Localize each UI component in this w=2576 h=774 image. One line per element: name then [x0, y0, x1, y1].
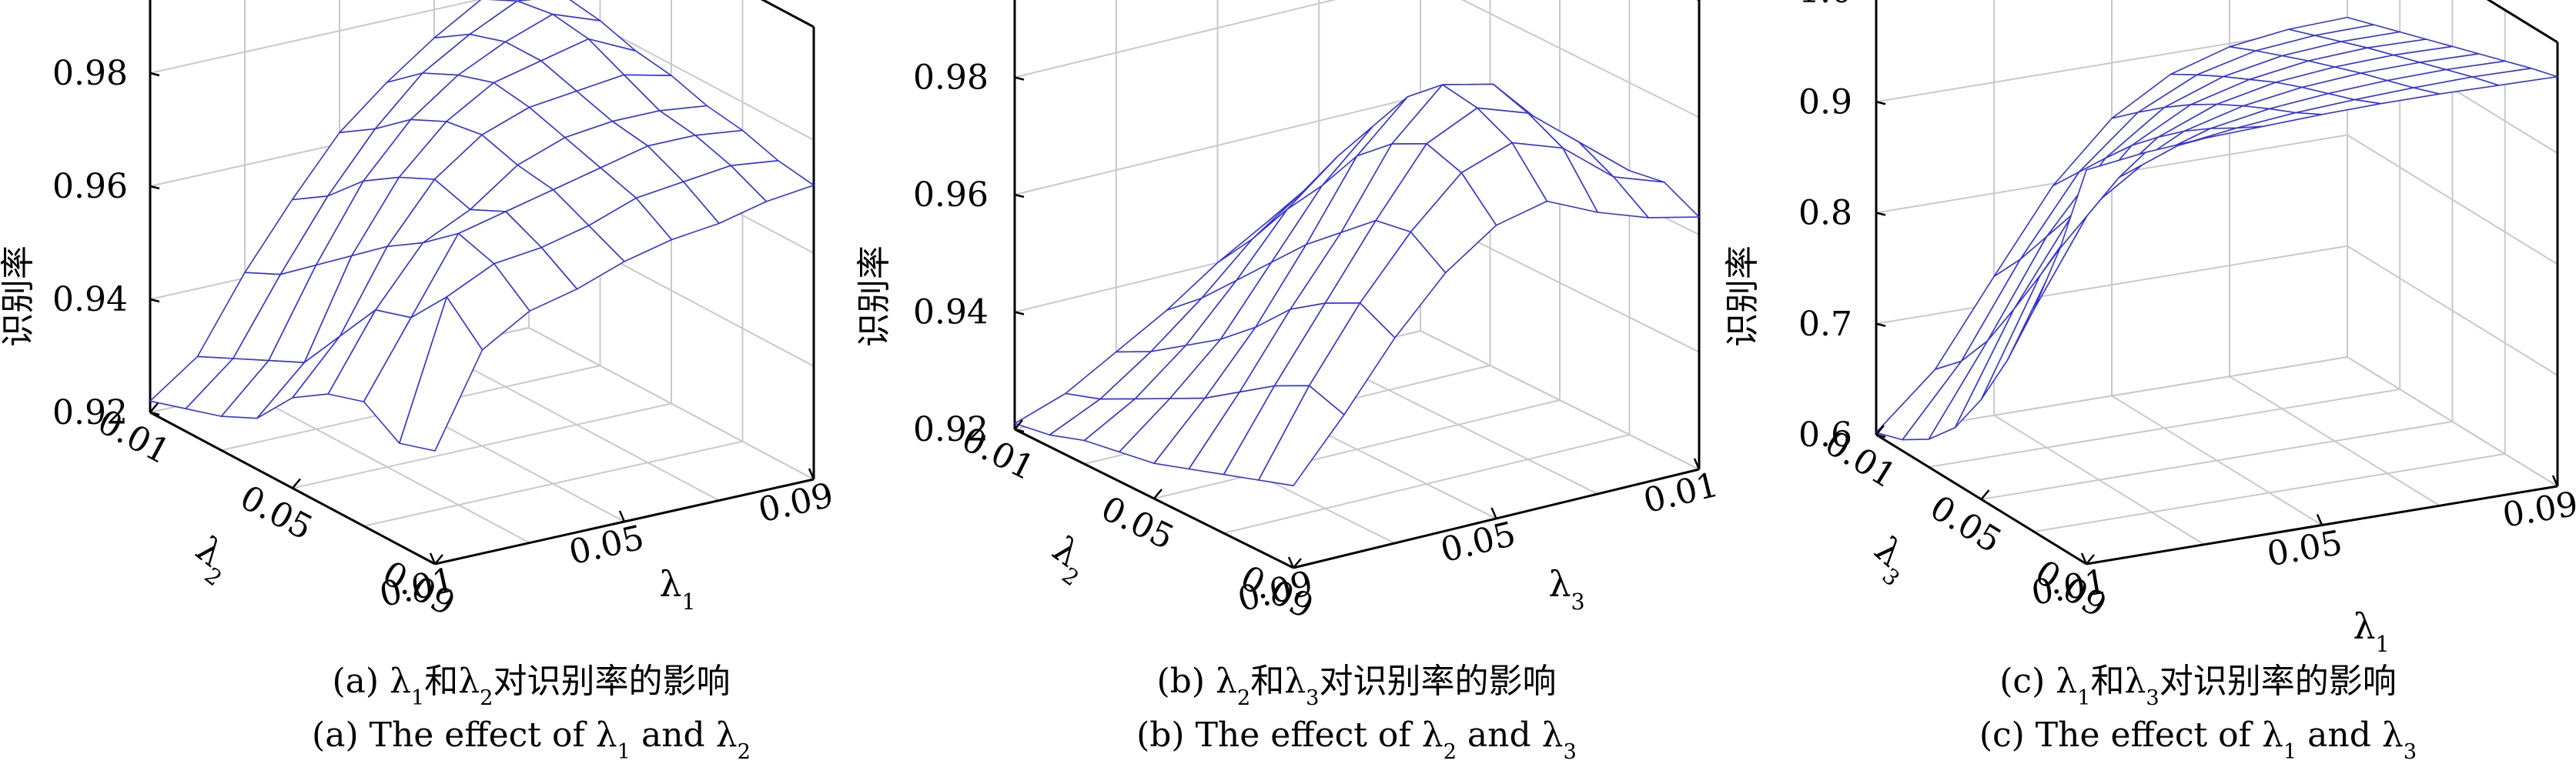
caption-english: (b) The effect of λ2 and λ3	[1136, 716, 1577, 764]
z-tick	[149, 411, 160, 416]
z-tick-label: 0.92	[52, 393, 128, 432]
y-axis-label: λ3	[1861, 529, 1922, 591]
surface-cell	[1258, 385, 1345, 487]
z-tick	[1014, 76, 1025, 81]
z-axis-label: 识别率	[0, 245, 38, 347]
x-tick-label: 0.05	[565, 518, 647, 572]
z-tick-label: 0.7	[1798, 305, 1852, 344]
z-tick	[1875, 212, 1886, 216]
x-tick	[808, 468, 815, 480]
floor-grid-line	[1153, 399, 1561, 499]
z-tick-label: 0.94	[913, 293, 989, 332]
x-tick	[2316, 514, 2323, 525]
z-tick-label: 0.94	[52, 280, 128, 319]
y-tick	[1014, 419, 1023, 430]
z-tick	[1014, 428, 1025, 433]
floor-grid-line	[1981, 421, 2453, 500]
z-tick-label: 0.6	[1798, 415, 1852, 455]
y-tick	[149, 402, 159, 413]
x-tick-label: 0.05	[2264, 523, 2345, 574]
y-tick-label: 0.05	[1095, 489, 1179, 557]
surface-mesh	[1014, 83, 1700, 487]
x-axis-label: λ1	[659, 563, 695, 615]
z-tick-label: 1.0	[1798, 0, 1852, 11]
z-tick-label: 0.98	[52, 54, 128, 93]
x-tick	[429, 552, 437, 565]
caption-chinese: (c) λ1和λ3对识别率的影响	[1999, 662, 2396, 710]
floor-grid-line	[292, 402, 672, 489]
caption-english: (c) The effect of λ1 and λ3	[1979, 716, 2417, 764]
y-tick	[1293, 558, 1302, 569]
z-tick	[1875, 322, 1886, 327]
y-tick	[2086, 554, 2095, 565]
z-axis-label: 识别率	[1723, 245, 1762, 347]
subplot-c: 0.60.70.80.91.0识别率0.010.050.090.010.050.…	[1723, 0, 2576, 764]
y-tick	[1980, 489, 1990, 500]
x-tick-label: 0.01	[1640, 465, 1722, 522]
y-tick-label: 0.05	[234, 478, 319, 548]
x-axis-label: λ3	[1548, 563, 1584, 615]
z-tick	[1014, 193, 1025, 199]
caption-chinese: (b) λ2和λ3对识别率的影响	[1157, 662, 1557, 710]
box-edge	[2486, 0, 2558, 44]
floor-grid-line	[433, 348, 720, 502]
y-axis-label: λ2	[1039, 528, 1099, 591]
z-tick-label: 0.96	[913, 175, 989, 215]
floor-grid-line	[2229, 375, 2441, 507]
caption-chinese: (a) λ1和λ2对识别率的影响	[332, 662, 730, 710]
surface-cell	[398, 296, 483, 452]
z-tick	[149, 185, 160, 190]
z-tick	[149, 298, 160, 303]
y-tick	[434, 554, 443, 565]
subplot-a: 0.920.940.960.981.00识别率0.010.050.090.010…	[0, 0, 837, 764]
surface-mesh	[1875, 16, 2558, 441]
x-tick	[1287, 556, 1295, 569]
y-tick	[1875, 425, 1885, 435]
x-tick	[618, 510, 626, 522]
box-edge	[761, 0, 815, 28]
y-tick	[292, 478, 301, 489]
z-tick-label: 0.98	[913, 58, 989, 98]
z-tick-label: 0.8	[1798, 194, 1852, 233]
z-tick	[1875, 433, 1886, 439]
y-tick-label: 0.01	[92, 402, 176, 472]
x-tick-label: 0.09	[754, 475, 837, 530]
z-axis-label: 识别率	[855, 245, 894, 347]
x-axis-label: λ1	[2353, 606, 2389, 657]
x-tick	[2551, 475, 2559, 487]
y-tick-label: 0.01	[955, 419, 1040, 488]
z-tick-label: 0.96	[52, 167, 128, 206]
x-tick-label: 0.05	[1437, 515, 1519, 571]
z-tick	[149, 72, 160, 77]
surface-cell	[2059, 152, 2146, 249]
z-tick-label: 0.9	[1798, 82, 1852, 122]
z-tick	[1875, 101, 1886, 105]
caption-english: (a) The effect of λ1 and λ2	[312, 716, 751, 764]
x-tick	[1490, 507, 1497, 519]
y-tick	[1153, 489, 1163, 499]
z-tick	[1014, 311, 1025, 315]
y-tick-label: 0.05	[1923, 488, 2008, 561]
x-tick	[1693, 458, 1701, 470]
floor-grid-line	[1929, 389, 2400, 468]
x-tick	[2080, 552, 2088, 565]
y-axis-label: λ2	[182, 529, 243, 592]
z-tick-label: 0.92	[913, 410, 989, 449]
x-tick-label: 0.09	[2500, 485, 2576, 535]
subplot-b: 0.920.940.960.981.00识别率0.090.050.010.010…	[855, 0, 1722, 764]
surface-mesh	[149, 0, 815, 452]
